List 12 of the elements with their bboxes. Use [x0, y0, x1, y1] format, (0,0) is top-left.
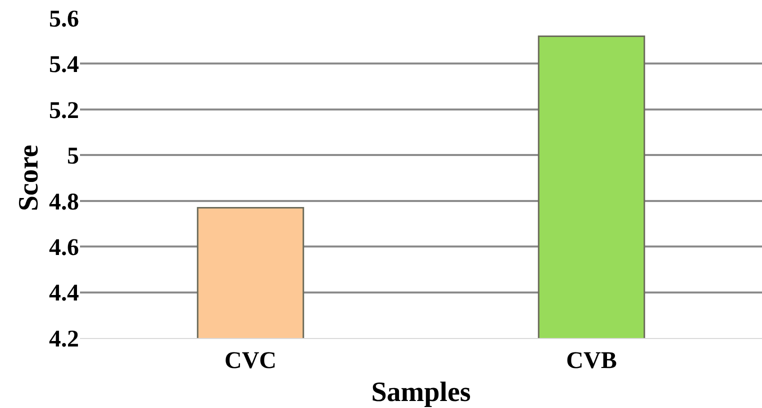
y-tick-label: 4.2	[49, 326, 79, 352]
y-tick-label: 5.6	[49, 6, 79, 32]
y-tick-label: 5	[67, 144, 79, 170]
y-tick-label: 5.2	[49, 98, 79, 124]
x-axis-title: Samples	[371, 377, 471, 408]
y-tick-label: 4.6	[49, 234, 79, 261]
y-tick-label: 5.4	[49, 52, 79, 78]
y-axis-title: Score	[14, 144, 45, 212]
y-tick-label: 4.4	[49, 280, 79, 307]
x-tick-label: CVB	[566, 348, 617, 374]
y-tick-label: 4.8	[49, 189, 79, 216]
x-tick-label: CVC	[224, 348, 276, 374]
